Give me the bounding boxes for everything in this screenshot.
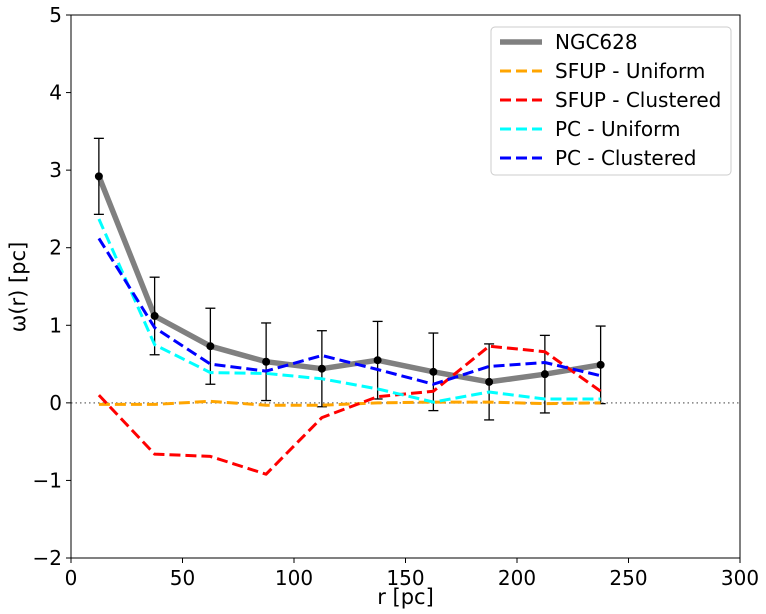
y-tick-label: 5 — [49, 3, 62, 27]
x-tick-label: 100 — [275, 566, 313, 590]
legend-box — [490, 26, 732, 176]
series-line-ngc628 — [96, 175, 602, 385]
data-point — [373, 356, 382, 365]
y-axis-label: ω(r) [pc] — [6, 242, 30, 333]
legend-label: SFUP - Clustered — [555, 88, 721, 112]
data-point — [94, 172, 103, 181]
legend: NGC628 SFUP - Uniform SFUP - Clustered PC -… — [490, 26, 732, 176]
data-point — [596, 360, 605, 369]
data-point — [540, 370, 549, 379]
x-tick-label: 50 — [170, 566, 195, 590]
y-tick-label: 2 — [49, 236, 62, 260]
y-tick-label: 4 — [49, 81, 62, 105]
y-tick-label: −1 — [33, 468, 62, 492]
data-point — [150, 311, 159, 320]
axes: 0 50 100 150 200 250 300 −2 −1 0 1 2 3 4 5 — [33, 3, 760, 590]
y-tick-label: 3 — [49, 158, 62, 182]
series-line-sfup-uniform — [98, 399, 601, 407]
data-point — [317, 364, 326, 373]
x-tick-label: 150 — [386, 566, 424, 590]
y-tick-label: −2 — [33, 546, 62, 570]
plot-area — [71, 137, 740, 476]
series-line-sfup-clustered — [97, 344, 602, 476]
data-point — [485, 377, 494, 386]
data-point — [262, 357, 271, 366]
data-point — [206, 342, 215, 351]
y-tick-label: 0 — [49, 391, 62, 415]
y-tick-label: 1 — [49, 313, 62, 337]
legend-label: NGC628 — [555, 30, 638, 54]
x-tick-label: 300 — [721, 566, 759, 590]
x-tick-label: 0 — [65, 566, 78, 590]
legend-label: SFUP - Uniform — [555, 59, 705, 83]
series-line-pc-clustered — [97, 237, 601, 386]
data-point — [429, 367, 438, 376]
x-axis-label: r [pc] — [377, 585, 434, 609]
legend-label: PC - Clustered — [555, 146, 697, 170]
x-tick-label: 200 — [498, 566, 536, 590]
legend-label: PC - Uniform — [555, 117, 680, 141]
x-tick-label: 250 — [609, 566, 647, 590]
series-line-pc-uniform — [97, 218, 601, 404]
